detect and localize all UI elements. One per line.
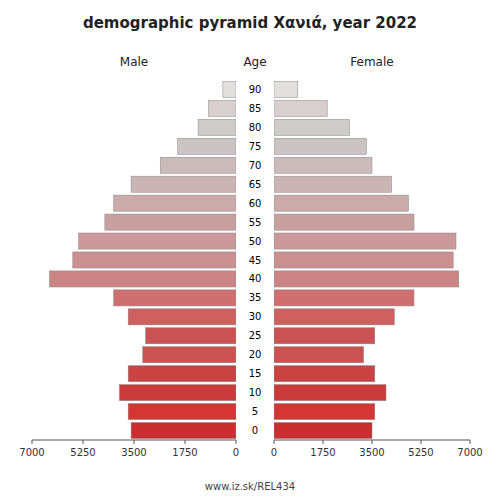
tick-label: 0 bbox=[233, 447, 239, 458]
category-label: 85 bbox=[249, 103, 262, 114]
footer: www.iz.sk/REL434 bbox=[205, 481, 295, 492]
category-label: 45 bbox=[249, 255, 262, 266]
tick bbox=[274, 440, 275, 444]
category-label: 30 bbox=[249, 311, 262, 322]
background bbox=[0, 0, 500, 500]
tick-label: 3500 bbox=[121, 447, 146, 458]
bar bbox=[49, 271, 236, 287]
bar bbox=[274, 271, 459, 287]
bar bbox=[178, 138, 236, 154]
bar bbox=[274, 422, 372, 438]
panel: Male 7000 5250 3500 1750 0 bbox=[19, 55, 239, 458]
bar bbox=[274, 119, 350, 135]
category-label: 25 bbox=[249, 330, 262, 341]
bar bbox=[128, 309, 236, 325]
bar bbox=[114, 290, 236, 306]
bar bbox=[274, 81, 298, 97]
category-label: 50 bbox=[249, 236, 262, 247]
panel: Female 0 1750 3500 5250 7000 bbox=[271, 55, 483, 458]
category-label: 20 bbox=[249, 349, 262, 360]
bar bbox=[274, 252, 453, 268]
category-labels: 0 5 10 15 20 25 30 35 40 45 50 55 60 65 70 75 80 85 90 bbox=[249, 84, 262, 436]
bar bbox=[128, 404, 236, 420]
category-label: 5 bbox=[252, 406, 258, 417]
tick-label: 1750 bbox=[310, 447, 335, 458]
tick-label: 0 bbox=[271, 447, 277, 458]
bar bbox=[128, 366, 236, 382]
bar bbox=[274, 366, 375, 382]
bar bbox=[119, 385, 236, 401]
bar bbox=[274, 328, 375, 344]
tick-label: 3500 bbox=[359, 447, 384, 458]
category-label: 15 bbox=[249, 368, 262, 379]
bar bbox=[274, 157, 372, 173]
chart: demographic pyramid Χανιά, year 2022 Age M… bbox=[0, 0, 500, 500]
title: demographic pyramid Χανιά, year 2022 bbox=[83, 14, 417, 32]
bars bbox=[274, 81, 459, 438]
bar bbox=[274, 214, 414, 230]
tick bbox=[134, 440, 135, 444]
series-label: Male bbox=[120, 55, 148, 69]
bar bbox=[223, 81, 236, 97]
bar bbox=[274, 385, 386, 401]
bar bbox=[73, 252, 236, 268]
bar bbox=[146, 328, 236, 344]
category-label: 35 bbox=[249, 292, 262, 303]
bar bbox=[274, 404, 375, 420]
tick-label: 7000 bbox=[457, 447, 482, 458]
category-label: 65 bbox=[249, 179, 262, 190]
category-label: 55 bbox=[249, 217, 262, 228]
bar bbox=[105, 214, 236, 230]
bar bbox=[114, 195, 236, 211]
category-label: 10 bbox=[249, 387, 262, 398]
bar bbox=[208, 100, 236, 116]
bar bbox=[131, 422, 236, 438]
category-label: 70 bbox=[249, 160, 262, 171]
axis-label: Age bbox=[243, 55, 266, 69]
category-label: 60 bbox=[249, 198, 262, 209]
bar bbox=[198, 119, 236, 135]
tick bbox=[323, 440, 324, 444]
tick-label: 5250 bbox=[408, 447, 433, 458]
bar bbox=[274, 309, 394, 325]
tick bbox=[372, 440, 373, 444]
tick-label: 5250 bbox=[70, 447, 95, 458]
category-label: 80 bbox=[249, 122, 262, 133]
tick bbox=[32, 440, 33, 444]
tick-label: 7000 bbox=[19, 447, 44, 458]
series-label: Female bbox=[350, 55, 393, 69]
bar bbox=[274, 100, 327, 116]
bar bbox=[131, 176, 236, 192]
category-label: 40 bbox=[249, 273, 262, 284]
tick bbox=[185, 440, 186, 444]
bars bbox=[49, 81, 236, 438]
bar bbox=[274, 347, 364, 363]
tick-label: 1750 bbox=[172, 447, 197, 458]
bar bbox=[274, 233, 456, 249]
bar bbox=[274, 176, 392, 192]
bar bbox=[274, 290, 414, 306]
tick bbox=[236, 440, 237, 444]
bar bbox=[79, 233, 236, 249]
tick bbox=[83, 440, 84, 444]
category-label: 0 bbox=[252, 425, 258, 436]
bar bbox=[274, 138, 366, 154]
bar bbox=[160, 157, 236, 173]
tick bbox=[470, 440, 471, 444]
category-label: 90 bbox=[249, 84, 262, 95]
bar bbox=[143, 347, 236, 363]
bar bbox=[274, 195, 408, 211]
category-label: 75 bbox=[249, 141, 262, 152]
tick bbox=[421, 440, 422, 444]
